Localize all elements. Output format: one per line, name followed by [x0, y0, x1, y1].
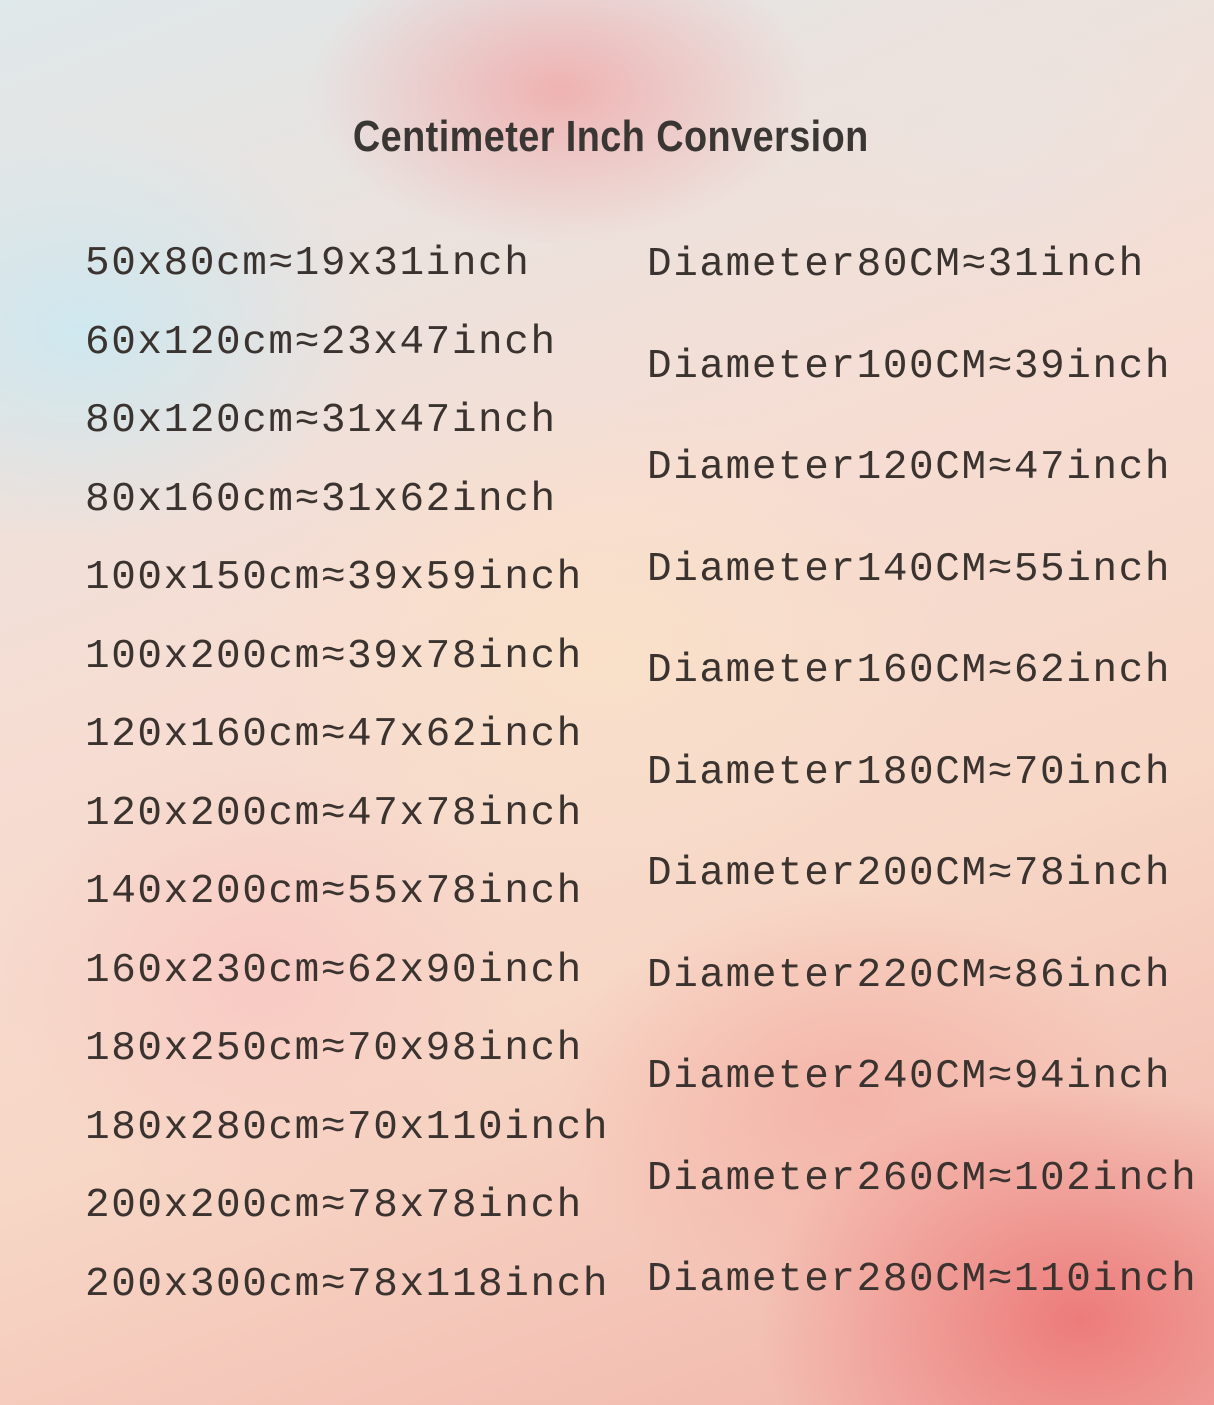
rectangle-size-item: 120x200cm≈47x78inch: [85, 790, 583, 837]
round-size-item: Diameter140CM≈55inch: [647, 546, 1172, 593]
rectangle-size-item: 80x160cm≈31x62inch: [85, 476, 557, 523]
rectangle-size-item: 180x280cm≈70x110inch: [85, 1104, 610, 1151]
round-size-item: Diameter120CM≈47inch: [647, 445, 1172, 491]
round-size-item: Diameter260CM≈102inch: [647, 1155, 1198, 1202]
rectangle-size-item: 180x250cm≈70x98inch: [85, 1026, 583, 1072]
rectangle-size-item: 200x300cm≈78x118inch: [85, 1261, 610, 1308]
round-size-item: Diameter180CM≈70inch: [647, 749, 1172, 796]
round-size-item: Diameter280CM≈110inch: [647, 1257, 1198, 1303]
rectangle-size-item: 80x120cm≈31x47inch: [85, 398, 557, 444]
rectangle-size-item: 160x230cm≈62x90inch: [85, 947, 583, 994]
round-size-item: Diameter80CM≈31inch: [647, 242, 1145, 288]
rectangle-size-item: 120x160cm≈47x62inch: [85, 712, 583, 758]
page-title: Centimeter Inch Conversion: [352, 112, 869, 161]
rectangle-size-item: 100x150cm≈39x59inch: [85, 555, 583, 601]
round-size-item: Diameter100CM≈39inch: [647, 343, 1172, 390]
rectangle-size-item: 100x200cm≈39x78inch: [85, 633, 583, 680]
rectangle-size-item: 60x120cm≈23x47inch: [85, 319, 557, 366]
round-size-item: Diameter240CM≈94inch: [647, 1054, 1172, 1100]
rectangle-size-item: 50x80cm≈19x31inch: [85, 241, 531, 287]
round-size-item: Diameter220CM≈86inch: [647, 952, 1172, 999]
round-size-item: Diameter200CM≈78inch: [647, 851, 1172, 897]
round-size-item: Diameter160CM≈62inch: [647, 648, 1172, 694]
rectangle-size-item: 140x200cm≈55x78inch: [85, 869, 583, 915]
rectangle-size-item: 200x200cm≈78x78inch: [85, 1183, 583, 1229]
